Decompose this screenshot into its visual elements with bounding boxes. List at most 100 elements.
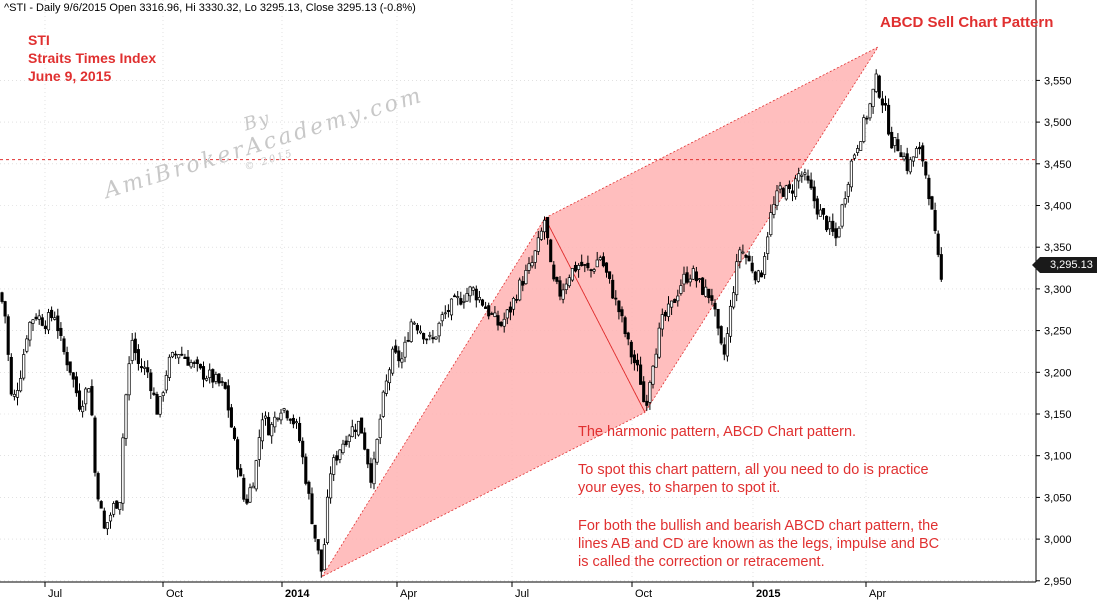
candle-body	[502, 318, 506, 327]
y-tick-label: 3,050	[1044, 492, 1072, 504]
candle-body	[732, 292, 736, 308]
candle-body	[487, 305, 491, 317]
candle-body	[236, 439, 240, 470]
candle-body	[180, 353, 184, 356]
candle-body	[716, 308, 720, 329]
candle-body	[208, 369, 212, 378]
candle-body	[294, 421, 299, 424]
candle-body	[750, 262, 754, 272]
candle-body	[276, 417, 280, 420]
y-tick-label: 3,350	[1044, 242, 1072, 254]
candle-body	[573, 265, 578, 272]
price-candles	[0, 69, 943, 578]
candle-body	[254, 460, 258, 490]
candle-body	[56, 315, 60, 332]
candle-body	[248, 487, 252, 503]
candle-body	[821, 208, 826, 215]
candle-body	[939, 254, 943, 280]
candle-body	[211, 369, 215, 383]
y-tick-label: 3,000	[1044, 534, 1072, 546]
candle-body	[561, 289, 565, 300]
candle-body	[893, 137, 897, 146]
candle-body	[363, 432, 367, 450]
y-tick-label: 3,450	[1044, 159, 1072, 171]
x-tick-label: Apr	[869, 588, 886, 600]
candle-body	[890, 131, 894, 149]
y-tick-label: 2,950	[1044, 576, 1072, 588]
candle-body	[828, 221, 832, 230]
candle-body	[902, 156, 906, 160]
candle-body	[865, 117, 869, 120]
candle-body	[623, 317, 627, 335]
candle-body	[440, 314, 444, 322]
candle-body	[245, 498, 249, 504]
candle-body	[267, 416, 271, 436]
candle-body	[583, 264, 587, 266]
candle-body	[136, 349, 140, 364]
candle-body	[586, 262, 590, 269]
candle-body	[37, 315, 41, 320]
candle-body	[133, 338, 137, 354]
candle-body	[301, 440, 305, 458]
candle-body	[815, 198, 819, 215]
candle-body	[198, 363, 202, 369]
candle-body	[214, 374, 218, 382]
candle-body	[809, 179, 813, 189]
candle-body	[818, 209, 822, 217]
candle-body	[28, 321, 32, 341]
candle-body	[505, 309, 509, 319]
candle-body	[784, 185, 788, 200]
candle-body	[344, 440, 348, 445]
candle-body	[220, 381, 224, 383]
candle-body	[877, 75, 881, 98]
candle-body	[217, 373, 221, 384]
candle-body	[53, 317, 57, 320]
candle-body	[921, 145, 925, 162]
candle-body	[546, 217, 550, 239]
candle-body	[84, 388, 88, 405]
candle-body	[666, 303, 671, 317]
candle-body	[794, 178, 798, 197]
candle-body	[756, 270, 760, 282]
candle-body	[859, 141, 863, 151]
candle-body	[763, 256, 767, 275]
x-tick-label: Oct	[635, 588, 652, 600]
candle-body	[90, 386, 94, 416]
candle-body	[229, 407, 233, 428]
candle-body	[694, 271, 698, 282]
candle-body	[403, 341, 407, 358]
candle-body	[139, 366, 144, 369]
candle-body	[19, 378, 23, 392]
candle-body	[400, 358, 404, 363]
candle-body	[660, 314, 664, 330]
candle-body	[797, 173, 801, 182]
candle-body	[499, 321, 503, 327]
candle-body	[459, 298, 463, 305]
candle-body	[843, 198, 847, 205]
candle-body	[639, 364, 643, 385]
candle-body	[170, 352, 175, 358]
candle-body	[567, 277, 571, 287]
candle-body	[856, 148, 860, 153]
candle-body	[226, 385, 230, 411]
candle-body	[62, 338, 66, 353]
candle-body	[282, 408, 286, 411]
candle-body	[329, 473, 333, 499]
candle-body	[40, 317, 44, 326]
candle-body	[335, 455, 339, 461]
candle-body	[0, 292, 4, 302]
candle-body	[533, 250, 537, 263]
last-price-label: 3,295.13	[1032, 257, 1097, 273]
candle-body	[570, 268, 574, 281]
candle-body	[425, 338, 429, 341]
candle-body	[930, 196, 934, 210]
candle-body	[480, 299, 485, 306]
candle-body	[155, 393, 159, 415]
x-tick-label: Jul	[515, 588, 529, 600]
candle-body	[806, 175, 810, 181]
candle-body	[158, 396, 162, 415]
candle-body	[648, 382, 652, 403]
candle-body	[6, 316, 10, 355]
candle-body	[239, 468, 243, 477]
candle-body	[852, 154, 857, 159]
